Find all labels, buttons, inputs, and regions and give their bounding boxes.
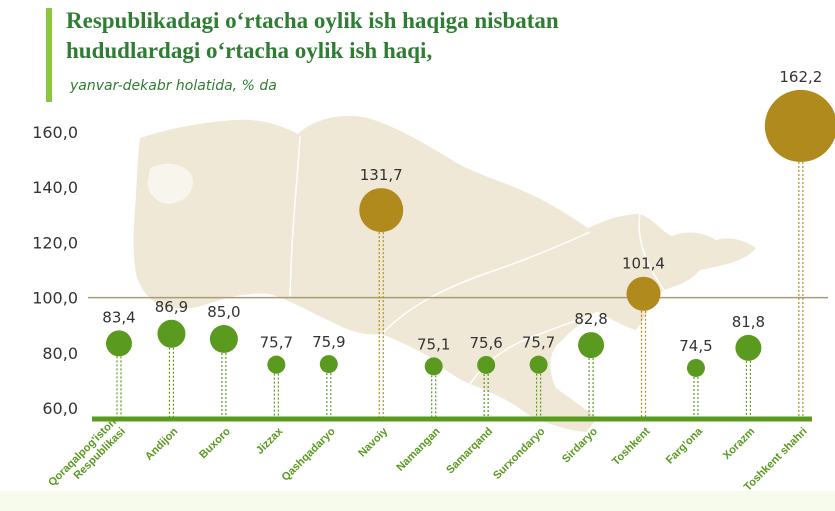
y-tick-label: 160,0 xyxy=(32,123,78,142)
bubble xyxy=(578,332,605,359)
bubble xyxy=(764,89,835,162)
value-label: 75,6 xyxy=(469,334,502,352)
bubble xyxy=(529,355,548,374)
value-label: 75,7 xyxy=(522,334,555,352)
x-tick-label-text: Xorazm xyxy=(721,425,758,462)
bubble xyxy=(267,355,286,374)
map-shape xyxy=(133,115,756,433)
value-label: 74,5 xyxy=(679,337,712,355)
bubble xyxy=(735,334,762,361)
x-tick-label-text: Toshkent xyxy=(610,425,653,468)
x-tick-label-text: Navoiy xyxy=(356,425,391,460)
x-tick-label-text: Samarqand xyxy=(444,425,495,476)
bubble xyxy=(359,188,404,233)
bubble xyxy=(209,325,238,353)
value-label: 86,9 xyxy=(155,298,188,316)
y-tick-label: 100,0 xyxy=(32,289,78,308)
chart-subtitle: yanvar-dekabr holatida, % da xyxy=(70,78,277,94)
x-tick-label: Samarqand xyxy=(444,425,495,476)
x-tick-label-text: Andijon xyxy=(143,425,181,463)
uzbekistan-map-background xyxy=(133,115,756,433)
bubbles xyxy=(106,89,835,377)
x-tick-label-text: Namangan xyxy=(394,425,442,473)
x-tick-label-text: Jizzax xyxy=(254,425,286,457)
chart-title: Respublikadagi o‘rtacha oylik ish haqiga… xyxy=(66,6,786,66)
y-tick-label: 60,0 xyxy=(42,399,78,418)
x-tick-label-text: Sirdaryo xyxy=(560,425,600,465)
x-tick-label-text: Farg'ona xyxy=(664,425,706,467)
y-tick-label: 140,0 xyxy=(32,178,78,197)
bubble xyxy=(424,357,443,376)
value-label: 75,1 xyxy=(417,335,450,353)
y-tick-label: 120,0 xyxy=(32,233,78,252)
x-tick-label-text: Surxondaryo xyxy=(491,425,548,482)
value-label: 82,8 xyxy=(574,310,607,328)
bubble xyxy=(626,276,661,311)
bubble xyxy=(477,355,496,374)
stem-lines xyxy=(116,161,804,417)
value-label: 101,4 xyxy=(622,255,665,273)
value-label: 162,2 xyxy=(779,68,822,86)
x-tick-label: Qashqadaryo xyxy=(280,425,338,483)
value-label: 85,0 xyxy=(207,303,240,321)
bubble xyxy=(686,358,705,377)
x-tick-label: Buxoro xyxy=(197,425,233,461)
value-label: 81,8 xyxy=(732,313,765,331)
x-tick-label: Jizzax xyxy=(254,425,286,457)
value-labels: 83,4 86,9 85,0 75,7 75,9 131,7 75,1 75,6 75,7 82,… xyxy=(102,68,822,355)
x-tick-label: Namangan xyxy=(394,425,442,473)
x-tick-label-text: Buxoro xyxy=(197,425,233,461)
x-tick-label: Toshkent xyxy=(610,425,653,468)
bubble xyxy=(319,355,338,374)
x-tick-label: Navoiy xyxy=(356,425,391,460)
x-tick-label: Sirdaryo xyxy=(560,425,600,465)
value-label: 75,9 xyxy=(312,333,345,351)
y-axis: 60,0 80,0 100,0 120,0 140,0 160,0 xyxy=(32,123,78,418)
x-tick-label: Farg'ona xyxy=(664,425,706,467)
value-label: 131,7 xyxy=(360,166,403,184)
title-accent-bar xyxy=(46,8,52,102)
value-label: 83,4 xyxy=(102,308,135,326)
y-tick-label: 80,0 xyxy=(42,344,78,363)
x-tick-label: Surxondaryo xyxy=(491,425,548,482)
x-tick-label-text: Qashqadaryo xyxy=(280,425,338,483)
footer-strip xyxy=(0,491,835,511)
value-label: 75,7 xyxy=(260,334,293,352)
map-region-border xyxy=(289,135,665,385)
map-lake xyxy=(147,163,193,204)
x-tick-label: Andijon xyxy=(143,425,181,463)
bubble xyxy=(157,319,186,348)
bubble xyxy=(106,330,132,357)
chart-title-line-1: Respublikadagi o‘rtacha oylik ish haqiga… xyxy=(66,8,559,33)
x-tick-label: Xorazm xyxy=(721,425,758,462)
chart-title-line-2: hududlardagi o‘rtacha oylik ish haqi, xyxy=(66,38,433,63)
